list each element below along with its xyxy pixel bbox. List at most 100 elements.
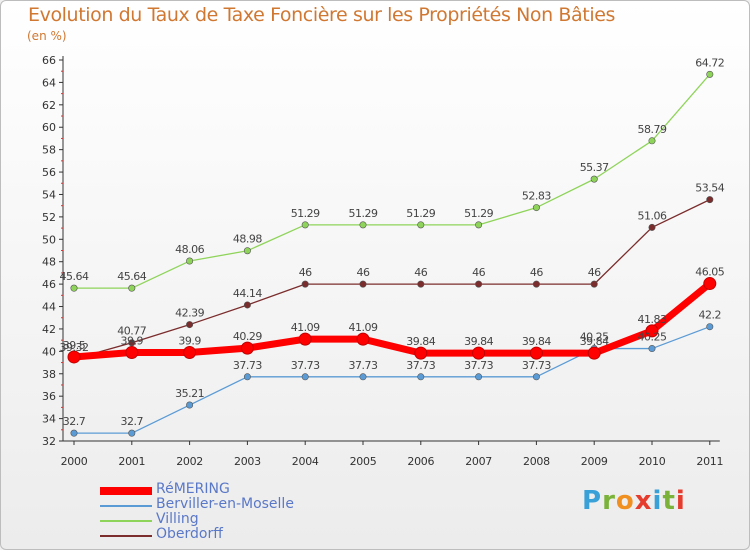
data-label: 46 (472, 266, 485, 279)
y-tick-label: 34 (42, 413, 56, 426)
data-label: 64.72 (695, 56, 724, 69)
series-line-3 (73, 198, 711, 360)
data-label: 37.73 (349, 359, 378, 372)
x-tick-label: 2003 (234, 455, 261, 468)
data-point (532, 204, 540, 212)
data-point (590, 280, 598, 288)
data-label: 51.29 (464, 207, 493, 220)
data-label: 46.05 (695, 266, 724, 279)
y-tick-label: 46 (42, 278, 56, 291)
data-label: 41.09 (349, 321, 378, 334)
y-tick-label: 44 (42, 301, 56, 314)
y-tick-label: 60 (42, 121, 56, 134)
data-point (301, 221, 309, 229)
data-label: 42.39 (175, 307, 204, 320)
data-point (70, 284, 78, 292)
data-point (645, 324, 659, 338)
data-point (648, 223, 656, 231)
data-label: 39.84 (580, 335, 609, 348)
data-label: 44.14 (233, 287, 262, 300)
data-label: 45.64 (60, 270, 89, 283)
logo-letter: P (582, 486, 603, 516)
logo-letter: r (602, 486, 616, 516)
y-tick-label: 56 (42, 166, 56, 179)
data-label: 52.83 (522, 190, 551, 203)
data-label: 53.54 (695, 182, 724, 195)
data-label: 41.83 (638, 313, 667, 326)
legend-label: Oberdorff (156, 526, 223, 542)
series-line-2 (73, 73, 711, 289)
legend-swatch (100, 535, 152, 537)
data-point (472, 346, 486, 360)
x-tick-label: 2001 (118, 455, 145, 468)
y-tick-label: 54 (42, 188, 56, 201)
data-label: 51.29 (349, 207, 378, 220)
data-label: 37.73 (233, 359, 262, 372)
data-label: 40.29 (233, 330, 262, 343)
x-tick-label: 2005 (350, 455, 377, 468)
data-label: 39.5 (63, 339, 86, 352)
logo-letter: x (634, 486, 653, 516)
legend-swatch (100, 520, 152, 522)
data-point (532, 280, 540, 288)
x-tick-label: 2006 (407, 455, 434, 468)
series-line-0 (70, 280, 714, 361)
legend-swatch (100, 487, 152, 495)
data-label: 39.84 (464, 335, 493, 348)
data-label: 37.73 (406, 359, 435, 372)
data-point (706, 70, 714, 78)
data-label: 40.25 (580, 331, 609, 344)
data-point (648, 345, 656, 353)
data-label: 46 (357, 266, 370, 279)
logo-letter: i (675, 486, 686, 516)
data-label: 32.7 (121, 415, 144, 428)
data-point (359, 373, 367, 381)
data-label: 45.64 (117, 270, 146, 283)
data-point (243, 301, 251, 309)
data-point (529, 346, 543, 360)
x-tick-label: 2009 (581, 455, 608, 468)
data-point (298, 332, 312, 346)
data-point (703, 277, 717, 291)
data-label: 39.9 (121, 334, 144, 347)
data-point (186, 257, 194, 265)
y-tick-label: 58 (42, 144, 56, 157)
data-point (186, 401, 194, 409)
data-point (240, 341, 254, 355)
data-point (475, 280, 483, 288)
data-point (301, 373, 309, 381)
data-label: 42.2 (699, 309, 722, 322)
data-label: 51.29 (406, 207, 435, 220)
data-label: 37.73 (522, 359, 551, 372)
data-label: 51.29 (291, 207, 320, 220)
x-tick-label: 2002 (176, 455, 203, 468)
proxiti-logo: Proxiti (582, 486, 686, 516)
legend-swatch (100, 505, 152, 507)
data-point (359, 221, 367, 229)
data-point (128, 284, 136, 292)
x-tick-label: 2008 (523, 455, 550, 468)
y-tick-label: 48 (42, 256, 56, 269)
data-label: 37.73 (291, 359, 320, 372)
data-point (128, 339, 136, 347)
y-tick-label: 62 (42, 99, 56, 112)
data-label: 39.84 (406, 335, 435, 348)
data-point (532, 373, 540, 381)
y-tick-label: 66 (42, 54, 56, 67)
y-tick-label: 40 (42, 345, 56, 358)
x-tick-label: 2004 (292, 455, 319, 468)
data-label: 40.77 (117, 325, 146, 338)
data-point (183, 345, 197, 359)
data-label: 39.84 (522, 335, 551, 348)
y-tick-label: 38 (42, 368, 56, 381)
data-point (475, 221, 483, 229)
y-tick-label: 52 (42, 211, 56, 224)
legend-label: Berviller-en-Moselle (156, 496, 294, 512)
data-point (417, 221, 425, 229)
legend-label: RéMERING (156, 481, 230, 497)
data-point (414, 346, 428, 360)
unit-label: (en %) (27, 29, 67, 43)
data-point (590, 175, 598, 183)
data-label: 51.06 (638, 209, 667, 222)
